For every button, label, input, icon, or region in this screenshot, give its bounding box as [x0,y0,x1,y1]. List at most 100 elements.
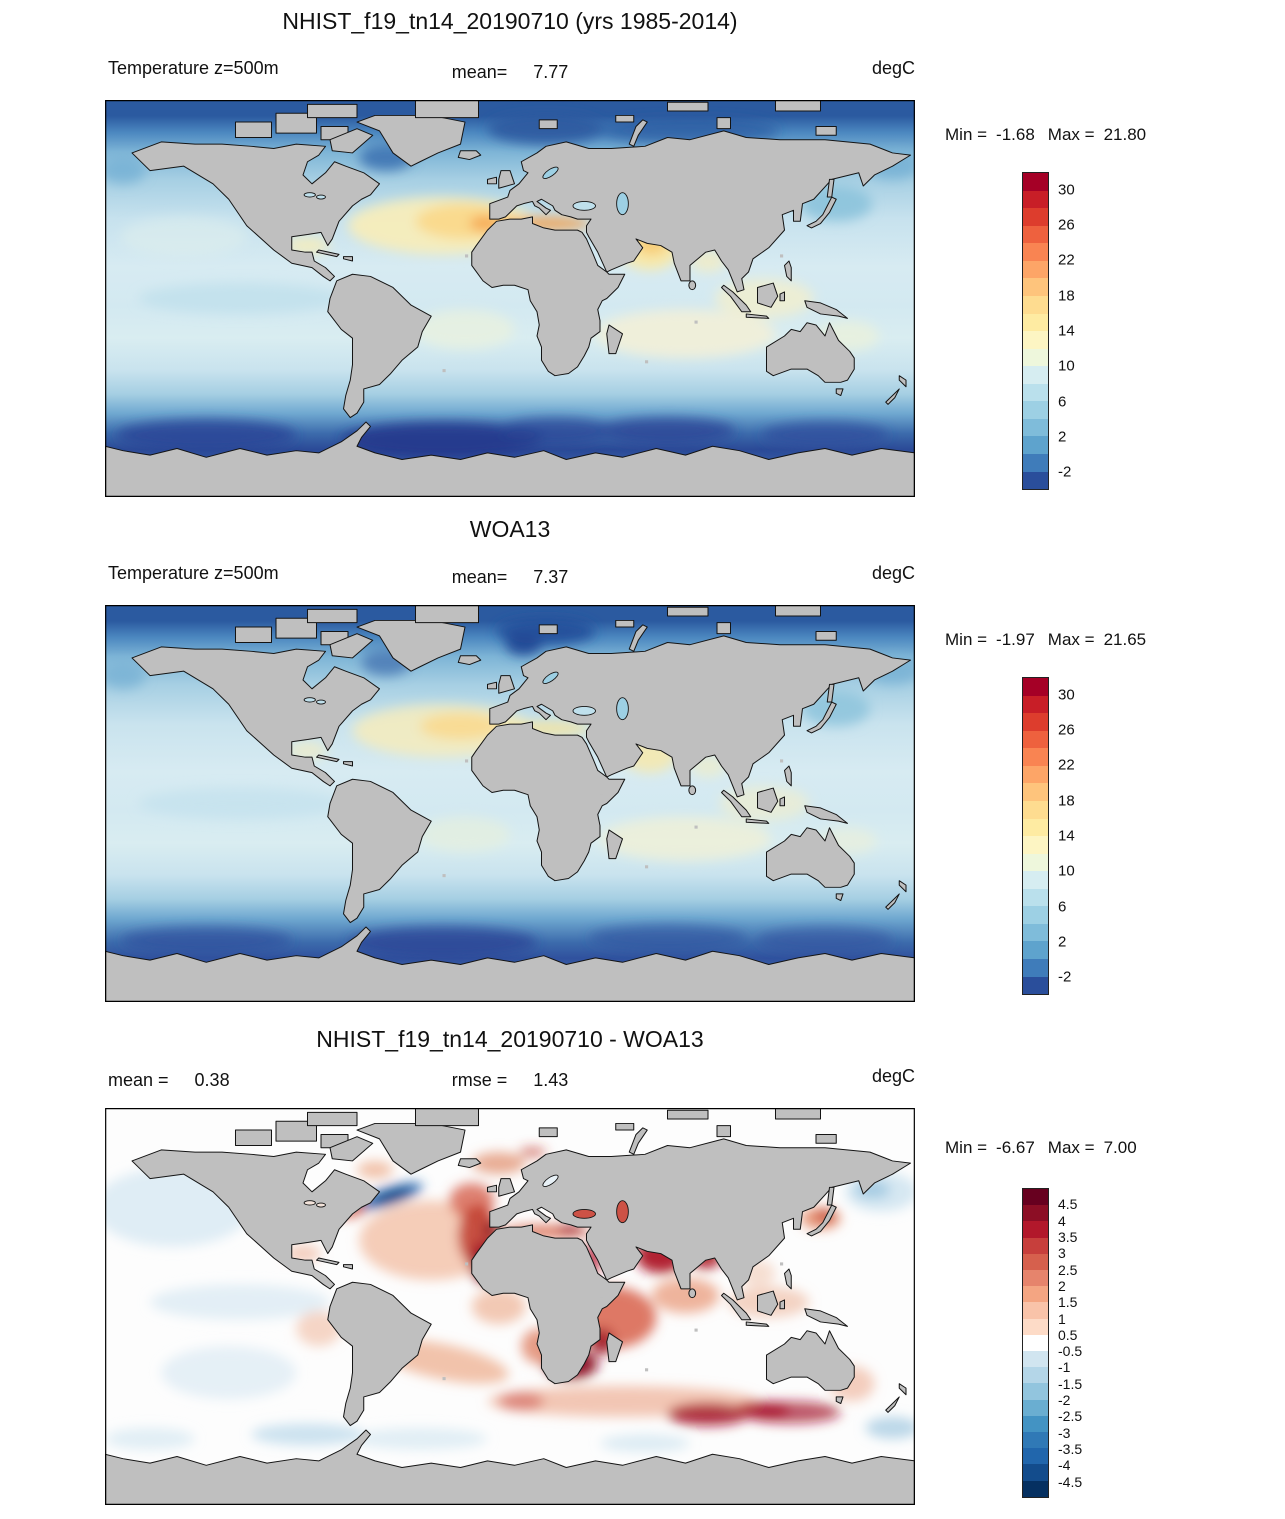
min-label: Min = [945,125,988,144]
colorbar-segment [1023,454,1048,472]
panel1-title: NHIST_f19_tn14_20190710 (yrs 1985-2014) [282,8,738,34]
colorbar-segment [1023,1383,1048,1400]
colorbar-segment [1023,313,1048,332]
colorbar-segment [1023,190,1048,209]
max-label: Max = [1047,1138,1095,1157]
colorbar-tick-label: 3 [1058,1245,1066,1262]
map-woa13 [105,605,915,1002]
colorbar-segment [1023,260,1048,279]
colorbar-tick-label: 26 [1058,721,1075,739]
colorbar-segment [1023,348,1048,367]
colorbar-difference: 4.5 4 3.5 3 2.5 2 1.5 1 0.5 -0.5 -1 -1.5 -2 -2.5 -3 -3.… [1022,1188,1082,1498]
colorbar-segment [1023,243,1048,261]
rmse-label: rmse = [451,1070,508,1090]
panel3-title: NHIST_f19_tn14_20190710 - WOA13 [316,1026,704,1052]
panel2-units: degC [871,563,915,583]
colorbar-segment [1023,678,1048,696]
colorbar-segment [1023,1237,1048,1254]
max-label: Max = [1047,125,1095,144]
panel1-mean: mean= 7.77 [105,62,915,83]
colorbar-segment [1023,1253,1048,1271]
colorbar-segment [1023,208,1048,226]
colorbar-segment [1023,1432,1048,1449]
colorbar-temperature-2: 30 26 22 18 14 10 6 2 -2 [1022,677,1075,995]
panel3-rmse: rmse = 1.43 [105,1070,915,1091]
panel3-units: degC [871,1066,915,1086]
colorbar-labels: 4.5 4 3.5 3 2.5 2 1.5 1 0.5 -0.5 -1 -1.5 -2 -2.5 -3 -3.… [1058,1188,1118,1498]
map-difference [105,1108,915,1505]
mean-label: mean= [451,62,508,82]
panel2-minmax: Min = -1.97 Max = 21.65 [945,630,1146,650]
colorbar-segment [1023,1334,1048,1352]
colorbar-tick-label: 2 [1058,1277,1066,1294]
max-label: Max = [1047,630,1095,649]
colorbar-body [1022,677,1049,995]
colorbar-tick-label: -2 [1058,463,1072,481]
colorbar-segment [1023,941,1048,959]
colorbar-segment [1023,976,1048,995]
colorbar-tick-label: -1.5 [1058,1375,1083,1392]
colorbar-segment [1023,853,1048,872]
colorbar-segment [1023,748,1048,766]
colorbar-body [1022,172,1049,490]
colorbar-segment [1023,1205,1048,1222]
colorbar-tick-label: 4.5 [1058,1196,1078,1213]
colorbar-segment [1023,1415,1048,1433]
colorbar-body [1022,1188,1049,1498]
min-label: Min = [945,1138,988,1157]
colorbar-tick-label: 2 [1058,933,1067,951]
colorbar-tick-label: 3.5 [1058,1228,1078,1245]
mean-value: 7.77 [533,62,569,82]
colorbar-tick-label: -2 [1058,1392,1071,1409]
colorbar-tick-label: 14 [1058,827,1075,845]
max-value: 21.80 [1103,125,1147,144]
mean-value: 0.38 [194,1070,230,1090]
colorbar-segment [1023,888,1048,907]
colorbar-segment [1023,800,1048,819]
colorbar-tick-label: 22 [1058,251,1075,269]
colorbar-labels: 30 26 22 18 14 10 6 2 -2 [1058,677,1118,995]
colorbar-tick-label: 10 [1058,862,1075,880]
colorbar-tick-label: -2.5 [1058,1408,1083,1425]
colorbar-tick-label: 30 [1058,686,1075,704]
colorbar-tick-label: 18 [1058,287,1075,305]
colorbar-tick-label: 4 [1058,1212,1066,1229]
mean-label: mean= [451,567,508,587]
colorbar-segment [1023,1367,1048,1384]
colorbar-segment [1023,713,1048,731]
colorbar-tick-label: -4 [1058,1457,1071,1474]
colorbar-tick-label: 2 [1058,428,1067,446]
colorbar-tick-label: 22 [1058,756,1075,774]
min-label: Min = [945,630,988,649]
colorbar-tick-label: -3 [1058,1424,1071,1441]
colorbar-segment [1023,366,1048,384]
panel1-units: degC [871,58,915,78]
colorbar-tick-label: -3.5 [1058,1441,1083,1458]
max-value: 7.00 [1103,1138,1137,1157]
colorbar-segment [1023,1399,1048,1416]
colorbar-tick-label: -2 [1058,968,1072,986]
colorbar-segment [1023,1351,1048,1368]
colorbar-segment [1023,436,1048,454]
colorbar-segment [1023,1448,1048,1465]
mean-label: mean = [108,1070,169,1090]
colorbar-tick-label: 18 [1058,792,1075,810]
panel1-variable-label: Temperature z=500m [108,58,279,78]
colorbar-tick-label: -0.5 [1058,1343,1083,1360]
colorbar-segment [1023,1221,1048,1238]
colorbar-segment [1023,1302,1048,1319]
colorbar-tick-label: 6 [1058,898,1067,916]
colorbar-segment [1023,730,1048,749]
colorbar-tick-label: 14 [1058,322,1075,340]
colorbar-segment [1023,871,1048,889]
colorbar-segment [1023,383,1048,402]
colorbar-tick-label: 26 [1058,216,1075,234]
panel2-variable-label: Temperature z=500m [108,563,279,583]
panel1-minmax: Min = -1.68 Max = 21.80 [945,125,1146,145]
colorbar-segment [1023,1270,1048,1287]
colorbar-segment [1023,959,1048,977]
colorbar-segment [1023,818,1048,837]
colorbar-segment [1023,173,1048,191]
colorbar-segment [1023,401,1048,419]
colorbar-segment [1023,1318,1048,1335]
